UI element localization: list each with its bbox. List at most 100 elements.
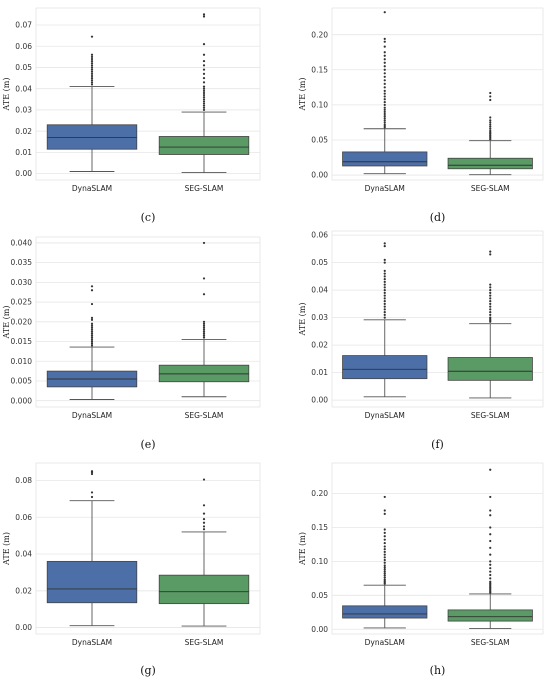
outlier-point <box>489 311 492 314</box>
outlier-point <box>383 553 386 556</box>
outlier-point <box>383 258 386 261</box>
outlier-point <box>90 64 94 67</box>
outlier-point <box>202 241 206 245</box>
outlier-point <box>489 294 492 297</box>
outlier-point <box>489 539 492 543</box>
outlier-point <box>489 98 492 102</box>
y-tick-label: 0.08 <box>15 476 32 485</box>
outlier-point <box>90 57 94 61</box>
outlier-point <box>489 580 492 583</box>
y-tick-label: 0.00 <box>311 625 328 634</box>
outlier-point <box>383 558 386 562</box>
outlier-point <box>383 103 386 106</box>
outlier-point <box>202 478 206 481</box>
outlier-point <box>383 89 386 92</box>
y-tick-label: 0.05 <box>311 591 328 600</box>
outlier-point <box>383 308 386 311</box>
outlier-point <box>383 278 386 281</box>
y-tick-label: 0.02 <box>15 127 32 136</box>
outlier-point <box>90 53 94 56</box>
plot-area <box>331 7 544 181</box>
x-tick-label: DynaSLAM <box>72 638 112 647</box>
outlier-point <box>383 242 386 245</box>
outlier-point <box>489 573 492 577</box>
outlier-point <box>383 86 386 89</box>
outlier-point <box>489 91 492 95</box>
y-tick-label: 0.03 <box>15 106 32 115</box>
outlier-point <box>383 112 386 116</box>
outlier-point <box>383 286 386 289</box>
outlier-point <box>90 302 94 306</box>
y-tick-label: 0.15 <box>311 523 328 532</box>
x-tick-label: DynaSLAM <box>72 411 112 420</box>
outlier-point <box>202 13 206 16</box>
outlier-point <box>383 578 386 581</box>
x-tick-label: SEG-SLAM <box>185 411 224 420</box>
outlier-point <box>489 119 492 122</box>
outlier-point <box>202 504 206 507</box>
outlier-point <box>202 326 206 329</box>
outlier-point <box>90 76 94 80</box>
outlier-point <box>202 332 206 335</box>
outlier-point <box>489 116 492 119</box>
outlier-point <box>383 108 386 111</box>
outlier-point <box>202 104 206 107</box>
outlier-point <box>383 110 386 114</box>
y-axis-label: ATE (m) <box>2 306 11 340</box>
outlier-point <box>489 495 492 499</box>
outlier-point <box>202 336 206 339</box>
outlier-point <box>90 495 94 499</box>
outlier-point <box>383 117 386 120</box>
outlier-point <box>90 334 94 337</box>
x-tick-label: SEG-SLAM <box>471 411 510 420</box>
outlier-point <box>383 538 386 541</box>
y-tick-label: 0.03 <box>311 313 328 322</box>
y-tick-label: 0.02 <box>15 586 32 595</box>
outlier-point <box>383 68 386 71</box>
outlier-point <box>489 533 492 536</box>
outlier-point <box>383 564 386 567</box>
outlier-point <box>383 509 386 512</box>
box-body <box>46 124 138 150</box>
outlier-point <box>383 291 386 294</box>
outlier-point <box>202 15 206 18</box>
chart-panel: 0.000 0.005 0.010 0.015 0.020 0.025 0.030 0.035… <box>2 236 261 451</box>
outlier-point <box>202 521 206 524</box>
outlier-point <box>202 108 206 112</box>
chart-panel: 0.00 0.02 0.04 0.06 0.08 ATE (m) DynaSLAM SEG-S… <box>2 462 261 677</box>
outlier-point <box>383 311 386 314</box>
outlier-point <box>383 300 386 303</box>
outlier-point <box>90 62 94 65</box>
outlier-point <box>383 75 386 78</box>
y-tick-label: 0.040 <box>11 239 33 248</box>
y-tick-label: 0.00 <box>15 169 32 178</box>
x-tick-label: DynaSLAM <box>365 638 405 647</box>
y-tick-label: 0.035 <box>11 258 33 267</box>
outlier-point <box>489 302 492 305</box>
outlier-point <box>383 316 386 319</box>
outlier-point <box>489 291 492 294</box>
outlier-point <box>383 568 386 571</box>
y-axis-label: ATE (m) <box>2 532 11 566</box>
outlier-point <box>489 286 492 289</box>
outlier-point <box>202 42 206 46</box>
outlier-point <box>383 305 386 308</box>
outlier-point <box>202 322 206 325</box>
outlier-point <box>90 285 94 288</box>
outlier-point <box>383 572 386 575</box>
outlier-point <box>489 297 492 300</box>
outlier-point <box>202 91 206 95</box>
outlier-point <box>383 61 386 64</box>
outlier-point <box>90 83 94 86</box>
outlier-point <box>202 528 206 531</box>
outlier-point <box>90 326 94 329</box>
outlier-point <box>383 280 386 283</box>
outlier-point <box>202 72 206 75</box>
x-tick-label: DynaSLAM <box>365 411 405 420</box>
outlier-point <box>383 302 386 305</box>
y-tick-label: 0.20 <box>311 489 328 498</box>
outlier-point <box>383 72 386 75</box>
outlier-point <box>90 328 94 331</box>
outlier-point <box>90 289 94 292</box>
outlier-point <box>383 106 386 109</box>
